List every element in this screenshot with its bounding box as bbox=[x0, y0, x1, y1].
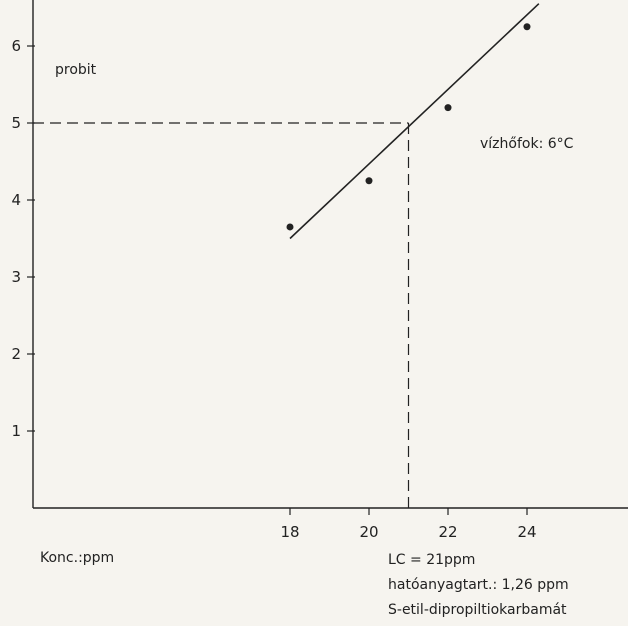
fit-line bbox=[289, 3, 540, 240]
active-ingredient-note: hatóanyagtart.: 1,26 ppm bbox=[388, 577, 569, 593]
data-point bbox=[444, 104, 452, 112]
compound-name-note: S-etil-dipropiltiokarbamát bbox=[388, 602, 567, 618]
reference-lines bbox=[33, 122, 410, 508]
x-tick-label: 22 bbox=[438, 523, 457, 541]
y-tick-label: 4 bbox=[11, 191, 21, 209]
y-tick-label: 6 bbox=[11, 37, 21, 55]
data-point bbox=[523, 23, 531, 31]
water-temperature-note: vízhőfok: 6°C bbox=[480, 136, 574, 152]
fit-line-group bbox=[289, 3, 540, 240]
y-tick-label: 3 bbox=[11, 268, 21, 286]
ticks: 1 2 3 4 5 6 18 20 22 24 bbox=[11, 37, 536, 541]
x-axis-label: Konc.:ppm bbox=[40, 550, 115, 566]
lc-value-note: LC = 21ppm bbox=[388, 552, 476, 568]
data-point bbox=[365, 177, 373, 185]
data-point bbox=[286, 223, 294, 231]
y-axis-label: probit bbox=[55, 62, 97, 78]
footer-notes: LC = 21ppm hatóanyagtart.: 1,26 ppm S-et… bbox=[388, 548, 569, 623]
x-tick-label: 20 bbox=[359, 523, 378, 541]
x-tick-label: 24 bbox=[517, 523, 536, 541]
x-tick-label: 18 bbox=[280, 523, 299, 541]
y-tick-label: 1 bbox=[11, 422, 21, 440]
y-tick-label: 2 bbox=[11, 345, 21, 363]
axes bbox=[32, 0, 628, 509]
data-points bbox=[286, 23, 531, 231]
y-tick-label: 5 bbox=[11, 114, 21, 132]
